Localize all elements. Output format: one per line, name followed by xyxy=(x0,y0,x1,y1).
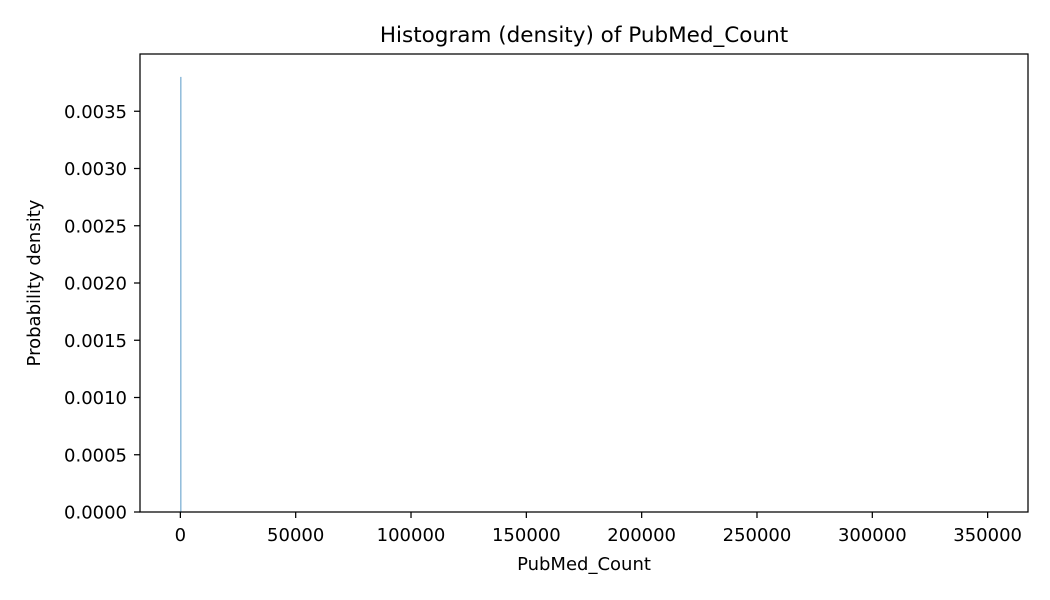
x-tick-label: 0 xyxy=(175,525,186,546)
x-tick-label: 50000 xyxy=(267,525,324,546)
x-tick-label: 200000 xyxy=(607,525,676,546)
plot-frame xyxy=(139,53,1029,513)
x-axis-label: PubMed_Count xyxy=(517,554,651,575)
y-tick-label: 0.0035 xyxy=(64,102,127,123)
x-tick-label: 300000 xyxy=(838,525,907,546)
y-tick-label: 0.0000 xyxy=(64,503,127,524)
y-tick-label: 0.0020 xyxy=(64,274,127,295)
y-tick-label: 0.0005 xyxy=(64,445,127,466)
x-tick-label: 250000 xyxy=(723,525,792,546)
chart-title: Histogram (density) of PubMed_Count xyxy=(380,23,788,48)
y-axis-ticks: 0.0000 0.0005 0.0010 0.0015 0.0020 0.0025 0.00… xyxy=(64,102,140,524)
histogram-bars xyxy=(180,76,182,513)
x-axis-ticks: 0 50000 100000 150000 200000 250000 300000 3500… xyxy=(175,512,1022,546)
x-tick-label: 350000 xyxy=(953,525,1022,546)
x-tick-label: 150000 xyxy=(492,525,561,546)
y-tick-label: 0.0025 xyxy=(64,216,127,237)
histogram-bar xyxy=(180,76,182,513)
x-tick-label: 100000 xyxy=(377,525,446,546)
y-tick-label: 0.0010 xyxy=(64,388,127,409)
y-axis-label: Probability density xyxy=(24,199,45,366)
y-tick-label: 0.0030 xyxy=(64,159,127,180)
y-tick-label: 0.0015 xyxy=(64,331,127,352)
